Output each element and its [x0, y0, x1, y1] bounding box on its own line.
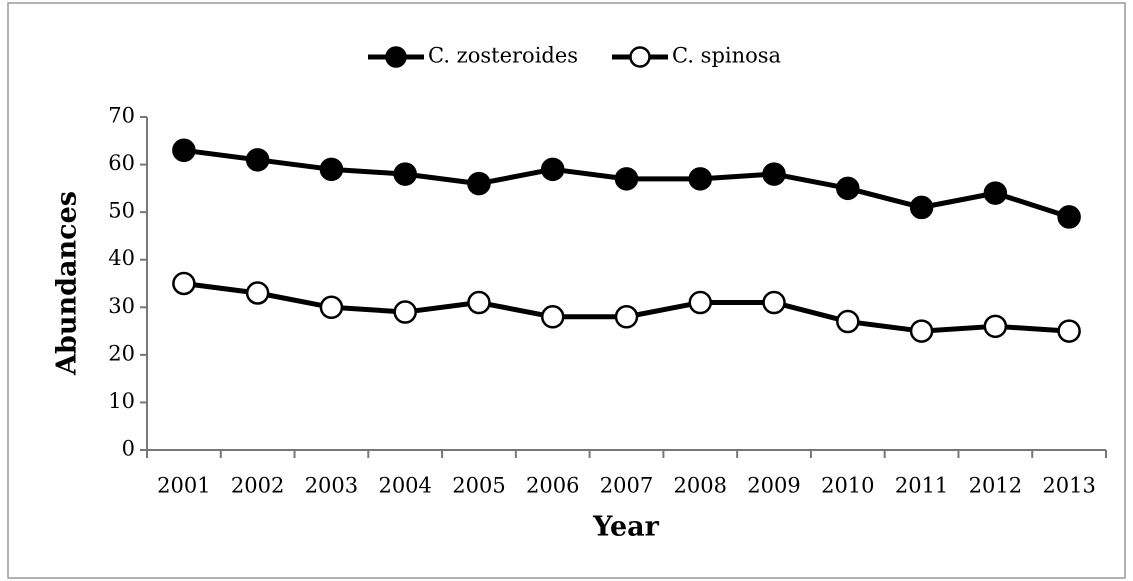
x-tick-label: 2012: [969, 474, 1022, 498]
data-point: [1057, 205, 1081, 229]
legend-label: C. zosteroides: [428, 44, 578, 68]
legend-marker: [629, 46, 651, 68]
data-point: [467, 290, 491, 315]
data-point: [172, 138, 196, 163]
x-tick-label: 2003: [305, 474, 358, 498]
x-tick-label: 2002: [231, 474, 284, 498]
x-tick-label: 2004: [378, 474, 431, 498]
data-point: [836, 176, 860, 201]
data-point: [245, 281, 270, 305]
data-point: [1057, 319, 1081, 343]
data-point: [614, 167, 639, 191]
data-point: [467, 171, 491, 196]
y-tick-label: 30: [108, 294, 135, 318]
y-axis-title: Abundances: [52, 191, 83, 376]
x-tick-label: 2006: [526, 474, 579, 498]
x-tick-label: 2005: [452, 474, 505, 498]
x-axis-title: Year: [592, 512, 660, 543]
data-point: [909, 195, 934, 220]
data-point: [688, 290, 713, 315]
data-point: [393, 162, 417, 186]
x-tick-label: 2008: [674, 474, 727, 498]
chart-frame: [7, 2, 1126, 579]
x-tick-label: 2010: [821, 474, 874, 498]
legend-marker: [385, 46, 407, 68]
x-tick-label: 2009: [747, 474, 800, 498]
data-point: [540, 305, 565, 329]
x-tick-label: 2001: [157, 474, 210, 498]
x-tick-label: 2007: [600, 474, 653, 498]
y-tick-label: 50: [108, 199, 135, 223]
y-tick-label: 40: [108, 246, 135, 270]
legend-label: C. spinosa: [672, 44, 781, 68]
y-tick-label: 0: [122, 437, 135, 461]
data-point: [319, 157, 344, 182]
y-tick-label: 20: [108, 341, 135, 365]
data-point: [688, 167, 713, 191]
data-point: [762, 162, 786, 186]
data-point: [245, 148, 270, 172]
y-tick-label: 70: [108, 104, 135, 128]
data-point: [909, 319, 934, 343]
x-tick-label: 2011: [895, 474, 948, 498]
data-point: [762, 290, 786, 315]
data-point: [983, 314, 1008, 339]
data-point: [836, 309, 860, 334]
data-point: [983, 181, 1008, 205]
y-tick-label: 10: [108, 389, 135, 413]
y-tick-label: 60: [108, 151, 135, 175]
x-tick-label: 2013: [1042, 474, 1095, 498]
data-point: [540, 157, 565, 182]
data-point: [172, 271, 196, 296]
data-point: [614, 305, 639, 329]
data-point: [319, 295, 344, 320]
data-point: [393, 300, 417, 324]
